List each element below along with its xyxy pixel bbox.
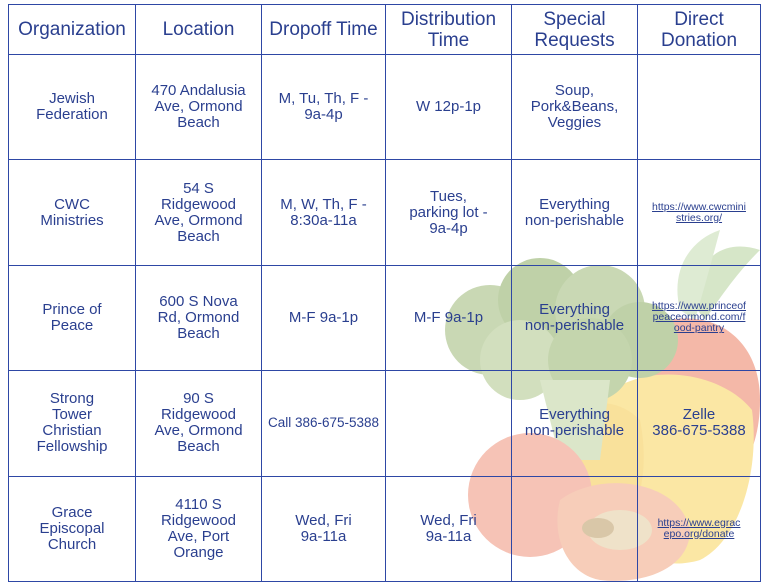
donation-link[interactable]: https://www.egrac epo.org/donate: [637, 475, 761, 583]
donation-link[interactable]: https://www.cwcmini stries.org/: [637, 159, 761, 266]
dropoff-cell: Call 386-675-5388: [261, 370, 386, 477]
location-cell: 54 S Ridgewood Ave, Ormond Beach: [135, 159, 262, 266]
donation-cell: [637, 53, 761, 161]
table-row: Prince of Peace 600 S Nova Rd, Ormond Be…: [8, 264, 761, 372]
requests-cell: Everything non-perishable: [511, 370, 638, 477]
organization-cell: CWC Ministries: [8, 159, 136, 266]
header-location: Location: [135, 4, 262, 55]
dropoff-cell: M-F 9a-1p: [261, 264, 386, 372]
requests-cell: Soup, Pork&Beans, Veggies: [511, 53, 638, 161]
distribution-cell: M-F 9a-1p: [385, 264, 512, 372]
header-dropoff-time: Dropoff Time: [261, 4, 386, 55]
location-cell: 90 S Ridgewood Ave, Ormond Beach: [135, 370, 262, 477]
organization-cell: Strong Tower Christian Fellowship: [8, 370, 136, 477]
distribution-cell: Tues, parking lot - 9a-4p: [385, 159, 512, 266]
distribution-cell: [385, 370, 512, 477]
header-direct-donation: Direct Donation: [637, 4, 761, 55]
distribution-cell: W 12p-1p: [385, 53, 512, 161]
donation-link[interactable]: https://www.princeof peaceormond.com/f o…: [637, 264, 761, 372]
location-cell: 470 Andalusia Ave, Ormond Beach: [135, 53, 262, 161]
header-row: Organization Location Dropoff Time Distr…: [8, 4, 761, 55]
organization-cell: Grace Episcopal Church: [8, 475, 136, 583]
distribution-cell: Wed, Fri 9a-11a: [385, 475, 512, 583]
dropoff-cell: Wed, Fri 9a-11a: [261, 475, 386, 583]
table-row: Strong Tower Christian Fellowship 90 S R…: [8, 370, 761, 477]
food-pantry-table: Organization Location Dropoff Time Distr…: [8, 4, 761, 583]
table-row: CWC Ministries 54 S Ridgewood Ave, Ormon…: [8, 159, 761, 266]
donation-cell: Zelle 386-675-5388: [637, 370, 761, 477]
location-cell: 4110 S Ridgewood Ave, Port Orange: [135, 475, 262, 583]
table-row: Jewish Federation 470 Andalusia Ave, Orm…: [8, 53, 761, 161]
requests-cell: [511, 475, 638, 583]
header-distribution-time: Distribution Time: [385, 4, 512, 55]
header-organization: Organization: [8, 4, 136, 55]
header-special-requests: Special Requests: [511, 4, 638, 55]
requests-cell: Everything non-perishable: [511, 264, 638, 372]
location-cell: 600 S Nova Rd, Ormond Beach: [135, 264, 262, 372]
table-row: Grace Episcopal Church 4110 S Ridgewood …: [8, 475, 761, 583]
requests-cell: Everything non-perishable: [511, 159, 638, 266]
dropoff-cell: M, Tu, Th, F - 9a-4p: [261, 53, 386, 161]
dropoff-cell: M, W, Th, F - 8:30a-11a: [261, 159, 386, 266]
organization-cell: Jewish Federation: [8, 53, 136, 161]
organization-cell: Prince of Peace: [8, 264, 136, 372]
